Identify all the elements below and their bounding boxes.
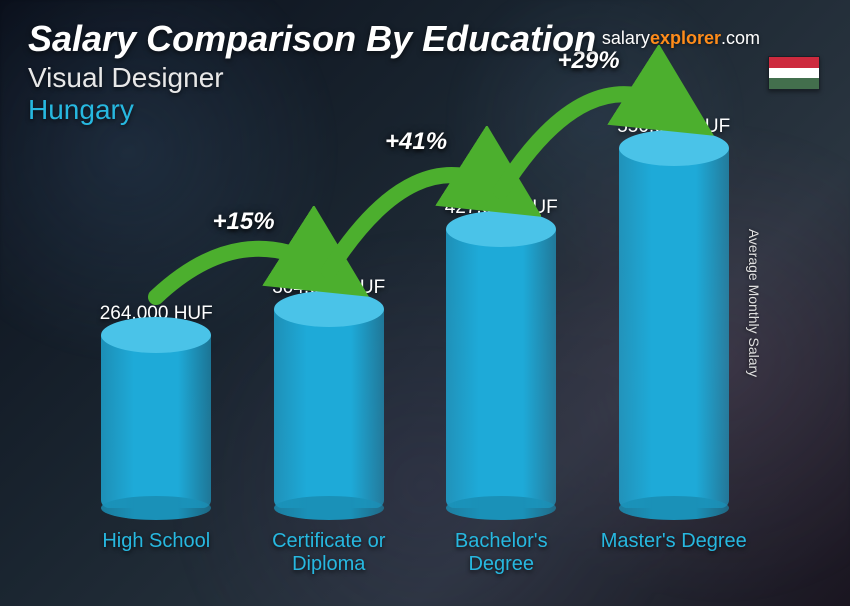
arc-percent-label: +15%	[213, 208, 275, 236]
page-title: Salary Comparison By Education	[28, 18, 822, 60]
y-axis-label: Average Monthly Salary	[746, 229, 762, 377]
bar-label: Certificate or Diploma	[254, 530, 404, 576]
bar-label: Master's Degree	[601, 530, 747, 576]
bar-body	[101, 335, 211, 508]
bar	[101, 335, 211, 508]
header: Salary Comparison By Education Visual De…	[28, 18, 822, 126]
job-title: Visual Designer	[28, 62, 822, 94]
bar-label: High School	[102, 530, 210, 576]
country-name: Hungary	[28, 94, 822, 126]
bar-label: Bachelor's Degree	[426, 530, 576, 576]
arc-percent-label: +41%	[385, 128, 447, 156]
bar-group: 264,000 HUFHigh School	[81, 303, 231, 576]
bar-body	[274, 309, 384, 508]
bar	[274, 309, 384, 508]
